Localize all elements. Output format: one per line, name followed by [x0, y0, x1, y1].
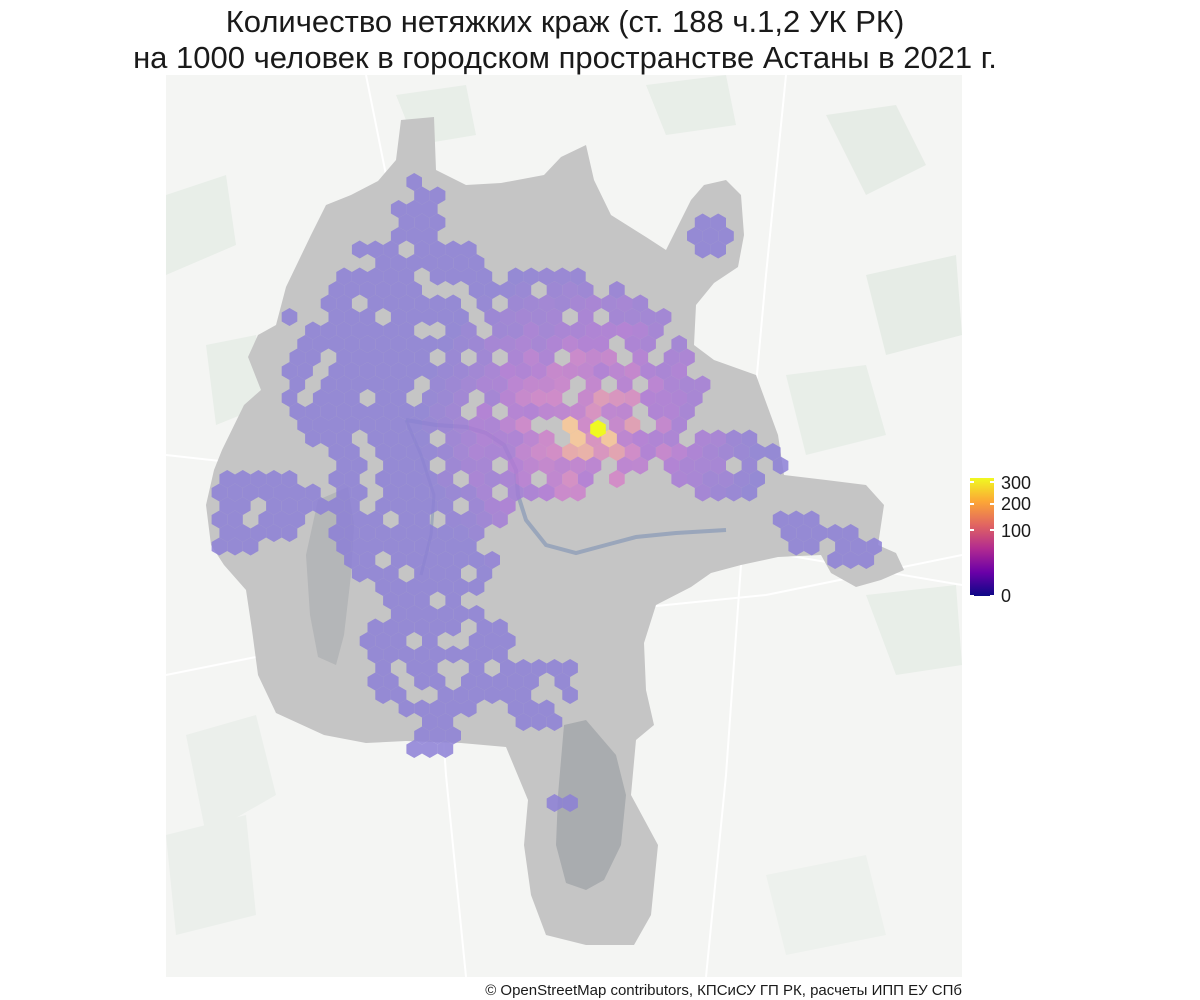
map-attribution: © OpenStreetMap contributors, КПСиСУ ГП … [485, 982, 962, 1000]
legend-label-200: 200 [1001, 495, 1031, 513]
map-panel[interactable] [166, 75, 962, 977]
map-title-line-1: Количество нетяжких краж (ст. 188 ч.1,2 … [0, 4, 1130, 40]
legend-color-bar [970, 478, 994, 596]
color-legend: 300 200 100 0 [966, 470, 1056, 610]
hexbin-map [166, 75, 962, 977]
map-title: Количество нетяжких краж (ст. 188 ч.1,2 … [0, 4, 1130, 76]
map-title-line-2: на 1000 человек в городском пространстве… [0, 40, 1130, 76]
legend-label-0: 0 [1001, 587, 1011, 605]
legend-label-300: 300 [1001, 474, 1031, 492]
legend-label-100: 100 [1001, 522, 1031, 540]
